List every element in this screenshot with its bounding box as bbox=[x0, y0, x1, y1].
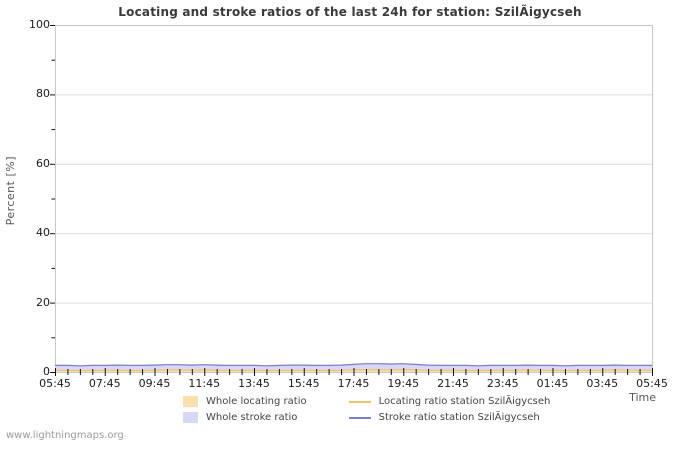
y-tick-label: 20 bbox=[36, 295, 50, 309]
y-ticks bbox=[50, 25, 55, 373]
x-ticks bbox=[55, 368, 653, 376]
x-tick-label: 15:45 bbox=[287, 377, 320, 390]
watermark: www.lightningmaps.org bbox=[6, 430, 124, 441]
area-swatch-icon bbox=[183, 412, 198, 423]
x-tick-label: 11:45 bbox=[188, 377, 221, 390]
y-tick-label: 40 bbox=[36, 226, 50, 240]
legend-item-whole-stroke: Whole stroke ratio bbox=[183, 412, 307, 423]
legend-label: Whole locating ratio bbox=[206, 396, 307, 407]
area-swatch-icon bbox=[183, 396, 198, 407]
legend-item-station-locating: Locating ratio station SzilÃigycseh bbox=[348, 396, 551, 407]
x-tick-label: 13:45 bbox=[238, 377, 270, 390]
x-tick-label: 19:45 bbox=[387, 377, 420, 390]
y-tick-label: 80 bbox=[36, 87, 50, 101]
x-tick-label: 21:45 bbox=[437, 377, 469, 390]
plot-border bbox=[55, 25, 653, 373]
legend: Whole locating ratio Locating ratio stat… bbox=[183, 396, 550, 423]
legend-item-whole-locating: Whole locating ratio bbox=[183, 396, 307, 407]
legend-item-station-stroke: Stroke ratio station SzilÃigycseh bbox=[348, 412, 551, 423]
line-swatch-icon bbox=[348, 416, 371, 419]
x-tick-label: 05:45 bbox=[636, 377, 668, 390]
legend-label: Locating ratio station SzilÃigycseh bbox=[378, 396, 551, 407]
y-axis-title: Percent [%] bbox=[4, 156, 17, 226]
legend-label: Stroke ratio station SzilÃigycseh bbox=[378, 412, 540, 423]
x-tick-label: 17:45 bbox=[337, 377, 370, 390]
x-tick-label: 03:45 bbox=[586, 377, 619, 390]
y-tick-label: 100 bbox=[29, 18, 50, 31]
x-tick-label: 23:45 bbox=[486, 377, 519, 390]
line-3 bbox=[55, 363, 652, 367]
x-tick-label: 05:45 bbox=[39, 377, 71, 390]
x-tick-label: 09:45 bbox=[138, 377, 171, 390]
y-tick-label: 60 bbox=[36, 156, 50, 170]
chart-title: Locating and stroke ratios of the last 2… bbox=[118, 5, 582, 19]
x-tick-label: 01:45 bbox=[536, 377, 569, 390]
y-tick-label: 0 bbox=[43, 365, 50, 378]
x-tick-label: 07:45 bbox=[88, 377, 121, 390]
legend-label: Whole stroke ratio bbox=[206, 412, 298, 423]
x-axis-title: Time bbox=[629, 391, 656, 404]
gridlines bbox=[55, 94, 652, 304]
line-swatch-icon bbox=[348, 400, 371, 403]
